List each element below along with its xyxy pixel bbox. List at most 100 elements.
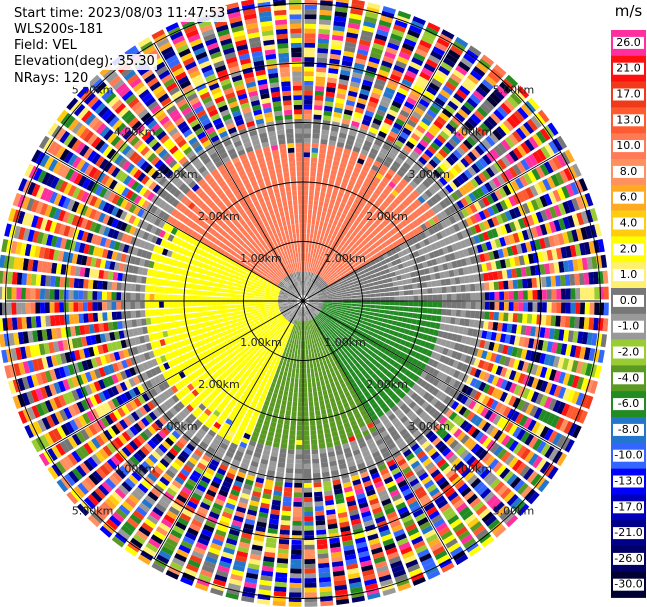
velocity-gate — [337, 263, 343, 269]
velocity-gate — [321, 385, 327, 391]
velocity-gate — [543, 161, 554, 174]
velocity-gate — [446, 286, 452, 293]
velocity-gate — [304, 290, 306, 296]
velocity-gate — [306, 335, 309, 340]
velocity-gate — [354, 141, 363, 149]
velocity-gate — [304, 38, 316, 44]
velocity-gate — [348, 180, 356, 187]
velocity-gate — [366, 262, 372, 268]
velocity-gate — [384, 287, 390, 292]
velocity-gate — [341, 157, 349, 164]
velocity-gate — [384, 139, 394, 147]
velocity-gate — [304, 535, 315, 541]
velocity-gate — [309, 363, 314, 369]
velocity-gate — [382, 264, 389, 270]
velocity-gate — [379, 192, 388, 200]
velocity-gate — [317, 265, 321, 271]
velocity-gate — [284, 486, 293, 493]
velocity-gate — [404, 233, 411, 241]
velocity-gate — [481, 169, 491, 181]
velocity-gate — [459, 318, 465, 326]
velocity-gate — [351, 72, 363, 79]
velocity-gate — [447, 49, 461, 60]
velocity-gate — [357, 48, 369, 56]
velocity-gate — [343, 109, 353, 116]
velocity-gate — [367, 278, 373, 284]
velocity-gate — [307, 271, 309, 277]
velocity-gate — [324, 105, 333, 112]
velocity-gate — [320, 139, 328, 145]
velocity-gate — [310, 430, 317, 436]
velocity-gate — [310, 289, 314, 294]
velocity-gate — [338, 272, 344, 277]
velocity-gate — [317, 292, 322, 296]
velocity-gate — [444, 81, 457, 92]
velocity-gate — [485, 167, 495, 178]
velocity-gate — [275, 428, 282, 434]
velocity-gate — [500, 224, 508, 235]
velocity-gate — [311, 258, 315, 263]
velocity-gate — [383, 314, 389, 319]
velocity-gate — [313, 348, 317, 354]
velocity-gate — [376, 184, 385, 192]
velocity-gate — [504, 169, 514, 181]
velocity-gate — [359, 270, 365, 275]
velocity-gate — [570, 288, 576, 300]
velocity-gate — [363, 140, 373, 148]
velocity-gate — [334, 200, 341, 207]
velocity-gate — [393, 286, 399, 291]
velocity-gate — [334, 11, 348, 18]
velocity-gate — [428, 82, 440, 92]
velocity-gate — [329, 228, 335, 235]
velocity-gate — [309, 181, 315, 187]
velocity-gate — [458, 85, 471, 96]
velocity-gate — [565, 288, 571, 300]
velocity-gate — [321, 268, 326, 273]
velocity-gate — [366, 275, 372, 280]
velocity-gate — [298, 392, 303, 398]
velocity-gate — [370, 260, 376, 266]
velocity-gate — [466, 136, 477, 147]
velocity-gate — [531, 314, 537, 325]
velocity-gate — [348, 195, 355, 203]
velocity-gate — [314, 501, 324, 507]
velocity-gate — [399, 191, 408, 199]
velocity-gate — [328, 218, 334, 225]
velocity-gate — [450, 96, 462, 107]
velocity-gate — [304, 511, 314, 517]
velocity-gate — [303, 406, 309, 412]
velocity-gate — [470, 178, 479, 188]
velocity-gate — [523, 121, 535, 134]
velocity-gate — [460, 310, 466, 318]
velocity-gate — [304, 587, 317, 593]
velocity-gate — [321, 261, 325, 267]
velocity-gate — [297, 349, 301, 355]
velocity-gate — [378, 168, 386, 176]
velocity-gate — [474, 224, 482, 234]
velocity-gate — [332, 30, 345, 37]
velocity-gate — [303, 142, 311, 148]
velocity-gate — [399, 243, 406, 251]
velocity-gate — [367, 101, 378, 109]
velocity-gate — [380, 164, 389, 172]
velocity-gate — [418, 240, 426, 248]
velocity-gate — [342, 230, 348, 236]
velocity-gate — [397, 280, 403, 286]
velocity-gate — [366, 65, 378, 74]
velocity-gate — [536, 314, 542, 325]
velocity-gate — [317, 553, 329, 559]
velocity-gate — [323, 283, 328, 288]
velocity-gate — [282, 375, 287, 382]
velocity-gate — [304, 549, 315, 555]
velocity-gate — [372, 87, 383, 96]
velocity-gate — [298, 340, 301, 345]
velocity-gate — [439, 271, 446, 279]
velocity-gate — [505, 74, 519, 87]
velocity-gate — [342, 254, 348, 260]
velocity-gate — [314, 496, 323, 502]
velocity-gate — [327, 273, 332, 278]
velocity-gate — [551, 289, 557, 300]
velocity-gate — [510, 113, 522, 126]
velocity-gate — [397, 182, 406, 190]
velocity-gate — [558, 218, 566, 231]
